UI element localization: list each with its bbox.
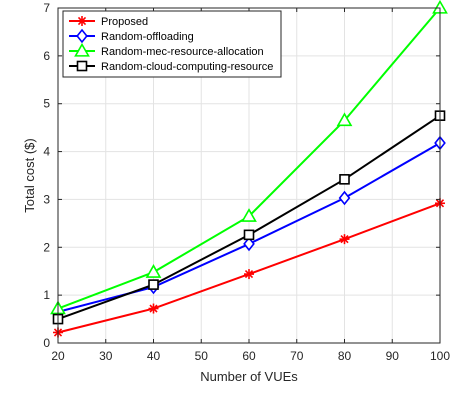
x-tick-label: 60: [242, 349, 256, 363]
data-point-1-2: [243, 236, 255, 252]
square-shape: [243, 229, 255, 241]
data-point-2-1: [145, 264, 162, 278]
y-tick-label: 7: [43, 1, 50, 15]
triangle-shape: [336, 112, 353, 127]
legend-label-0: Proposed: [101, 16, 148, 28]
x-axis-label: Number of VUEs: [200, 369, 298, 384]
y-axis-label: Total cost ($): [22, 138, 37, 212]
y-tick-label: 4: [43, 145, 50, 159]
axis-ticks: 20 30 40 50 60 70 80 90 100 0 1 2 3 4 5 6 7: [43, 1, 450, 363]
legend-marker-2: [74, 42, 90, 57]
legend-label-1: Random-offloading: [101, 31, 194, 43]
data-point-1-3: [338, 190, 351, 206]
series-layer: [50, 0, 448, 338]
data-point-3-3: [339, 174, 350, 185]
legend-marker-1: [76, 28, 88, 44]
x-tick-label: 80: [338, 349, 352, 363]
square-shape: [339, 174, 350, 185]
asterisk-stroke: [149, 304, 158, 313]
square-shape: [148, 279, 159, 290]
triangle-shape: [145, 264, 162, 278]
triangle-shape: [74, 42, 90, 57]
asterisk-stroke: [340, 235, 349, 244]
diamond-shape: [338, 190, 351, 206]
asterisk-stroke: [77, 16, 87, 26]
diamond-shape: [243, 236, 255, 252]
y-tick-label: 0: [43, 336, 50, 350]
legend-label-3: Random-cloud-computing-resource: [101, 61, 273, 73]
y-tick-label: 6: [43, 49, 50, 63]
y-tick-label: 3: [43, 192, 50, 206]
y-tick-label: 2: [43, 240, 50, 254]
legend-marker-0: [77, 16, 87, 26]
data-point-0-3: [339, 234, 350, 245]
legend-marker-3: [76, 60, 88, 72]
asterisk-stroke: [244, 269, 254, 279]
y-tick-label: 5: [43, 97, 50, 111]
triangle-shape: [241, 208, 257, 222]
x-tick-label: 20: [51, 349, 65, 363]
diamond-shape: [76, 28, 88, 44]
data-point-3-1: [148, 279, 159, 290]
legend: Proposed Random-offloading Random-mec-reso…: [62, 10, 282, 78]
x-tick-label: 70: [290, 349, 304, 363]
square-shape: [76, 60, 88, 72]
data-point-2-2: [241, 208, 257, 222]
data-point-3-2: [243, 229, 255, 241]
y-tick-label: 1: [43, 288, 50, 302]
x-tick-label: 50: [195, 349, 209, 363]
data-point-0-1: [148, 303, 159, 314]
legend-label-2: Random-mec-resource-allocation: [101, 46, 264, 58]
data-point-0-2: [244, 269, 254, 280]
legend-box: [62, 10, 282, 78]
x-tick-label: 30: [99, 349, 113, 363]
x-tick-label: 100: [430, 349, 450, 363]
x-tick-label: 90: [386, 349, 400, 363]
data-point-2-3: [336, 112, 353, 127]
x-tick-label: 40: [147, 349, 161, 363]
